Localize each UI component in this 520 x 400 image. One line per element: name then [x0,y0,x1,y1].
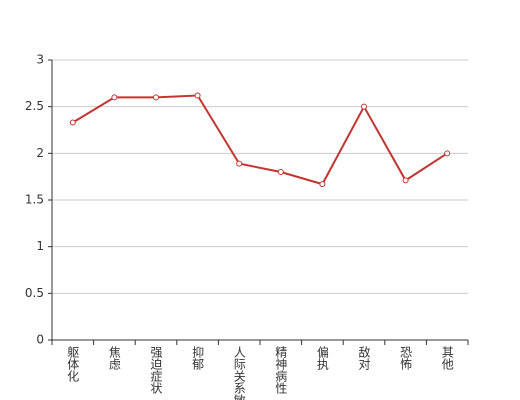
point [111,94,118,101]
x-tick-label: 其他 [440,346,454,370]
x-tick-label: 偏执 [315,345,329,371]
point [194,92,201,99]
y-tick-label: 3 [36,53,44,67]
point [153,94,159,101]
point [402,177,409,184]
y-tick-label: 2.5 [25,99,44,113]
x-tick-label: 躯体化 [66,345,80,383]
y-tick-label: 0.5 [25,286,44,300]
y-tick-label: 1.5 [25,193,44,207]
point [236,160,243,167]
x-tick-label: 精神病性 [274,346,288,395]
x-tick-label: 强迫症状 [149,346,163,394]
x-tick-label: 人际关系敏感 [232,346,246,400]
line [72,94,448,186]
x-tick-label: 敌对 [357,345,371,370]
y-tick-label: 2 [36,146,44,160]
point [69,119,76,126]
point [319,181,326,188]
point [277,169,284,175]
x-tick-label: 恐怖 [399,346,413,370]
x-tick-label: 抑郁 [191,345,205,371]
point [361,103,367,110]
y-tick-label: 0 [36,333,44,347]
y-tick-label: 1 [36,239,44,253]
point [444,150,451,157]
x-tick-label: 焦虑 [107,346,121,370]
